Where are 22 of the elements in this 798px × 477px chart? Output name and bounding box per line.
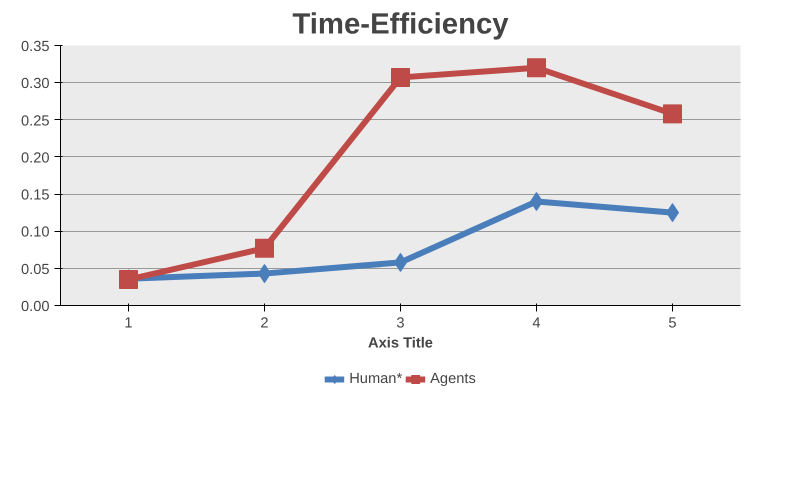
y-tick-label: 0.15 bbox=[20, 188, 50, 204]
y-tick-label: 0.00 bbox=[20, 299, 50, 315]
y-tick-label: 0.30 bbox=[20, 76, 50, 92]
x-tick-label: 2 bbox=[260, 316, 269, 332]
y-tick-label: 0.35 bbox=[20, 39, 50, 55]
x-tick-label: 3 bbox=[396, 316, 405, 332]
y-tick-label: 0.10 bbox=[20, 224, 50, 241]
legend-label: Human* bbox=[349, 371, 402, 387]
y-tick-label: 0.25 bbox=[20, 113, 50, 130]
point bbox=[527, 58, 546, 78]
x-axis-title: Axis Title bbox=[368, 336, 433, 352]
point bbox=[391, 68, 410, 87]
point bbox=[119, 270, 138, 289]
x-tick-label: 4 bbox=[532, 316, 541, 332]
x-tick-label: 1 bbox=[124, 316, 133, 332]
point bbox=[663, 104, 682, 124]
legend-label: Agents bbox=[430, 371, 476, 387]
chart-title: Time-Efficiency bbox=[292, 8, 510, 40]
y-tick-label: 0.05 bbox=[20, 262, 50, 278]
point bbox=[255, 238, 274, 258]
y-tick-label: 0.20 bbox=[20, 150, 50, 166]
x-tick-label: 5 bbox=[668, 316, 677, 332]
